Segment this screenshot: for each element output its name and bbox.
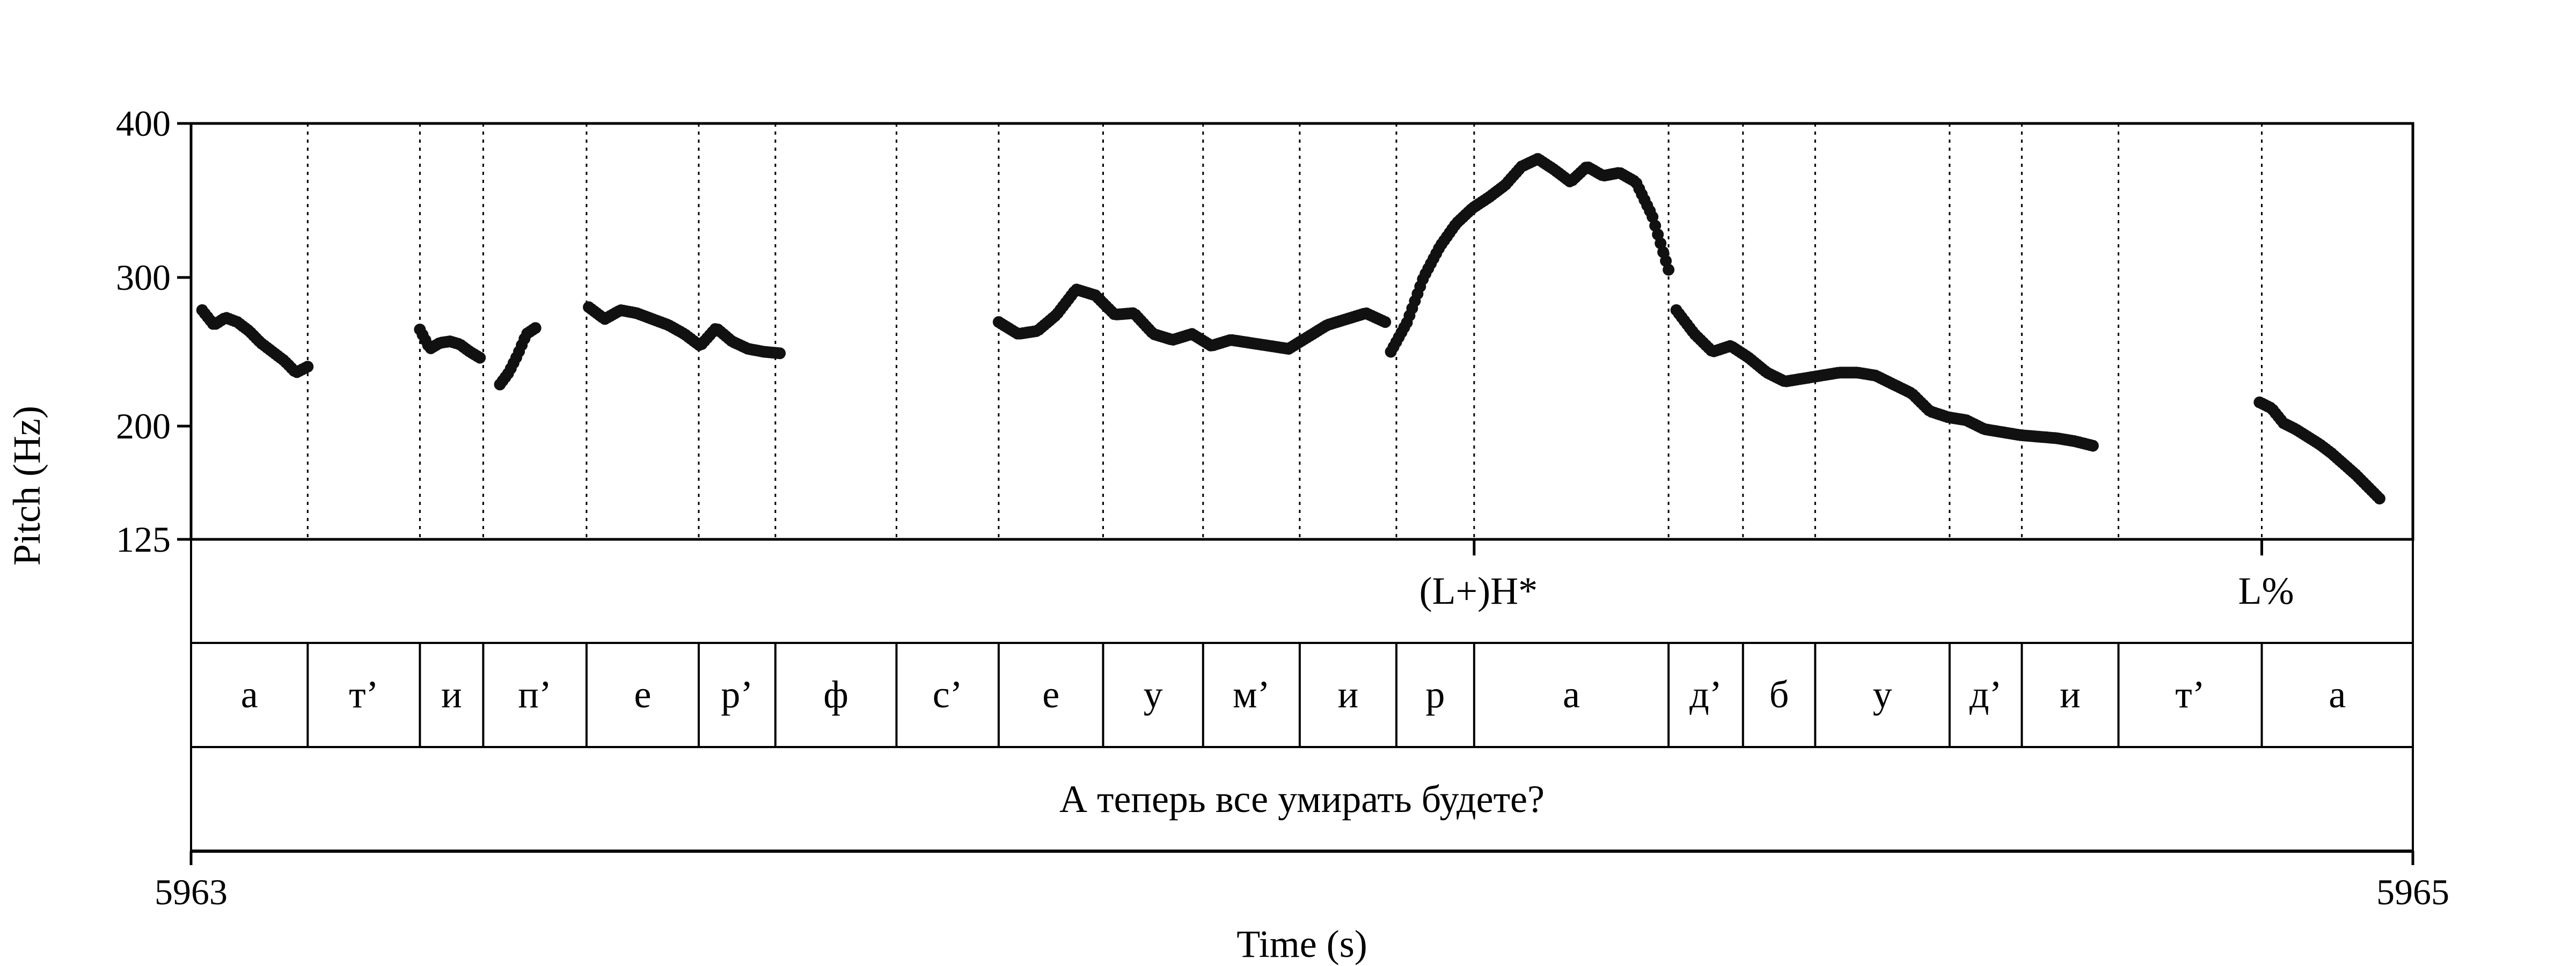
pitch-point (1646, 211, 1659, 223)
y-tick-label-200: 200 (116, 406, 171, 447)
y-tick-label-300: 300 (116, 257, 171, 298)
segment-label-19: т’ (2175, 673, 2205, 716)
segment-label-8: е (1042, 673, 1059, 716)
segment-label-11: и (1338, 673, 1359, 716)
pitch-point (529, 322, 541, 334)
segment-label-10: м’ (1233, 673, 1270, 716)
segment-label-1: т’ (349, 673, 378, 716)
segment-label-20: а (2329, 673, 2346, 716)
pitch-point (302, 361, 314, 373)
y-tick-label-400: 400 (116, 103, 171, 144)
segment-label-18: и (2060, 673, 2081, 716)
y-axis-title: Pitch (Hz) (5, 406, 48, 566)
segment-label-3: п’ (518, 673, 552, 716)
pitch-contour (196, 153, 2385, 504)
segment-label-4: е (634, 673, 651, 716)
segment-label-16: у (1873, 673, 1892, 716)
segment-label-9: у (1144, 673, 1163, 716)
segment-label-17: д’ (1970, 673, 2002, 716)
x-tick-label-start: 5963 (155, 872, 228, 912)
segment-label-5: р’ (721, 673, 753, 716)
pitch-point (474, 352, 486, 364)
pitch-point (774, 347, 786, 360)
y-axis: 400 300 200 125 (116, 103, 191, 560)
pitch-point (2373, 493, 2385, 504)
segment-label-0: а (241, 673, 258, 716)
pitch-point (2087, 440, 2099, 452)
utterance-text: А теперь все умирать будете? (1059, 778, 1545, 821)
segment-label-7: с’ (933, 673, 963, 716)
segment-label-6: ф (823, 673, 848, 716)
segment-label-14: д’ (1689, 673, 1722, 716)
segment-tier: а т’ и п’ е р’ ф с’ е у м’ и р а д’ б у д’ и т’ а (241, 643, 2346, 747)
tone-tier: (L+)H* L% (1419, 539, 2294, 612)
tone-label-0: (L+)H* (1419, 569, 1538, 612)
pitch-point (1663, 264, 1675, 276)
x-axis-title: Time (s) (1236, 923, 1367, 965)
y-tick-label-125: 125 (116, 519, 171, 560)
pitch-point (1379, 316, 1392, 328)
tone-tier-frame (190, 538, 2414, 644)
segment-label-2: и (441, 673, 462, 716)
segment-label-15: б (1769, 673, 1789, 716)
tone-label-1: L% (2238, 569, 2294, 612)
segment-label-12: р (1425, 673, 1445, 716)
segment-boundaries (306, 123, 2263, 539)
x-tick-label-end: 5965 (2376, 872, 2449, 912)
segment-label-13: а (1563, 673, 1580, 716)
